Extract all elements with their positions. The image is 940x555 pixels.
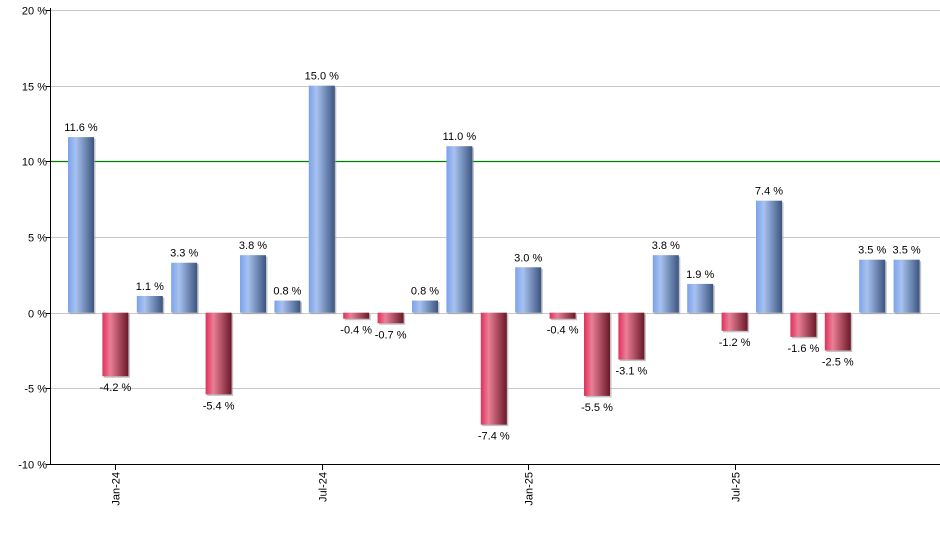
bar <box>274 300 301 313</box>
bar <box>68 137 94 313</box>
data-label: 3.3 % <box>170 248 198 260</box>
y-tick-label: -10 % <box>18 460 47 472</box>
bar <box>652 255 679 313</box>
data-label: -0.4 % <box>547 325 579 337</box>
data-label: -1.6 % <box>788 343 820 355</box>
data-label: 11.6 % <box>64 122 98 134</box>
bar <box>102 312 129 377</box>
data-label: 0.8 % <box>273 286 301 298</box>
bar <box>859 259 886 313</box>
data-label: -0.7 % <box>375 329 407 341</box>
data-label: 1.9 % <box>686 269 714 281</box>
bar <box>480 312 507 425</box>
y-tick-label: 0 % <box>28 309 47 321</box>
y-tick-label: 15 % <box>22 82 47 94</box>
bar <box>584 312 610 396</box>
data-label: 3.0 % <box>514 252 542 264</box>
bar <box>136 296 163 313</box>
bar <box>721 312 748 331</box>
bar <box>412 300 438 313</box>
data-label: 3.5 % <box>893 245 921 257</box>
bar <box>893 259 920 313</box>
axes: -10 % -5 % 0 % 5 % 10 % 15 % 20 % Jan-24 Jul-24 J… <box>18 6 940 506</box>
bar <box>377 312 404 324</box>
y-tick-label: 10 % <box>22 157 47 169</box>
bar <box>446 146 473 313</box>
bar <box>790 312 817 337</box>
bar <box>308 85 335 313</box>
bar <box>618 312 645 360</box>
data-label: 11.0 % <box>443 131 477 143</box>
x-tick-label: Jan-25 <box>524 472 536 506</box>
bar <box>824 312 851 351</box>
y-tick-label: 5 % <box>28 233 47 245</box>
data-label: 7.4 % <box>755 186 783 198</box>
bar <box>171 262 198 313</box>
bar <box>343 312 370 319</box>
x-tick-label: Jul-25 <box>731 472 743 502</box>
data-label: -3.1 % <box>616 366 648 378</box>
bar <box>549 312 576 319</box>
data-label: -4.2 % <box>100 382 132 394</box>
data-label: 15.0 % <box>305 71 339 83</box>
bars: 11.6 % -4.2 % 1.1 % 3.3 % -5.4 % 3.8 % 0.8 % 15… <box>64 71 922 443</box>
bar <box>756 200 782 313</box>
bar <box>687 283 714 313</box>
y-tick-label: 20 % <box>22 6 47 18</box>
data-label: 3.8 % <box>652 240 680 252</box>
y-tick-label: -5 % <box>24 384 47 396</box>
data-label: -7.4 % <box>478 431 510 443</box>
bar <box>515 267 542 313</box>
data-label: 1.1 % <box>136 281 164 293</box>
bar <box>240 255 266 313</box>
data-label: -2.5 % <box>822 357 854 369</box>
data-label: -5.4 % <box>203 400 235 412</box>
x-tick-label: Jul-24 <box>318 472 330 502</box>
data-label: 3.5 % <box>858 245 886 257</box>
x-tick-label: Jan-24 <box>111 472 123 506</box>
data-label: -5.5 % <box>581 402 613 414</box>
data-label: 3.8 % <box>239 240 267 252</box>
bar <box>205 312 232 395</box>
data-label: -1.2 % <box>719 337 751 349</box>
data-label: 0.8 % <box>411 286 439 298</box>
data-label: -0.4 % <box>340 325 372 337</box>
